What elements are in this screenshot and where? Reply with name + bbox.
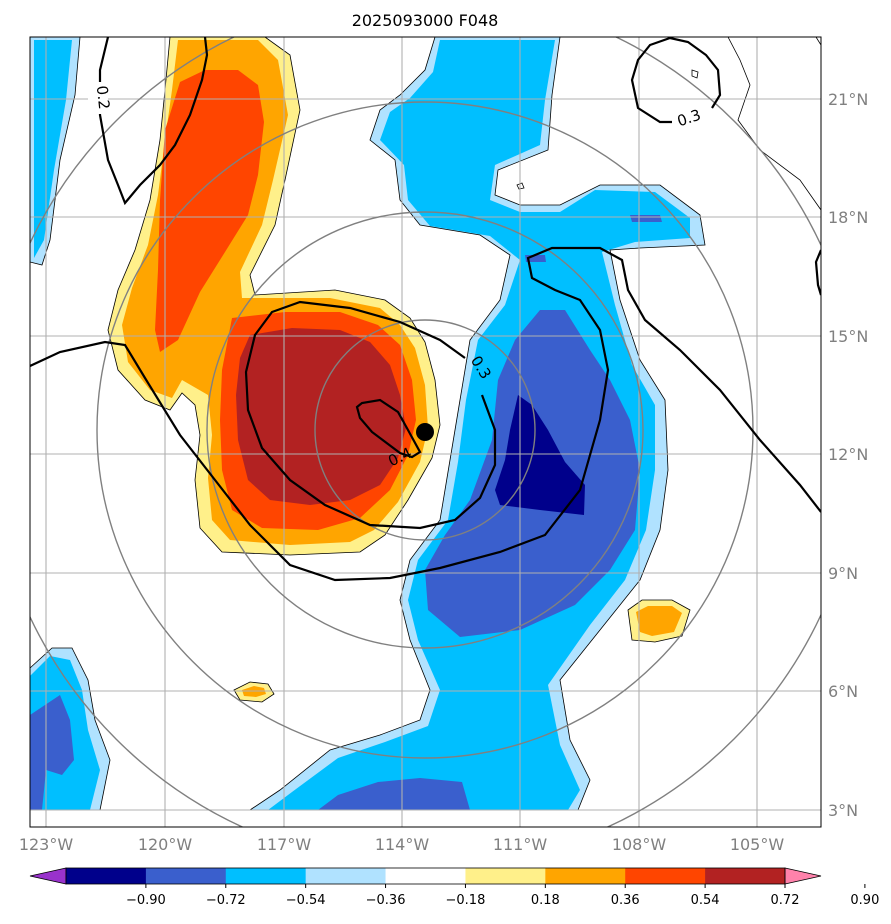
latitude-labels: 21°N 18°N 15°N 12°N 9°N 6°N 3°N [828,90,868,820]
colorbar-tick-label: −0.90 [126,893,166,908]
contour-labels: 0.2 0.3 0.3 0.4 [88,82,706,470]
lat-label: 12°N [828,445,868,464]
contour-0.3-northeast [630,37,722,124]
lon-label: 108°W [612,835,667,854]
colorbar-swatch [225,868,307,884]
contour-0.2-west [98,37,209,206]
lon-label: 120°W [138,835,193,854]
lon-label: 123°W [19,835,74,854]
lon-label: 111°W [493,835,548,854]
colorbar-extend-low [29,867,67,885]
lat-label: 21°N [828,90,868,109]
colorbar-tick-label: 0.72 [771,893,800,908]
bold-contours [30,37,821,582]
colorbar-swatch [705,868,786,884]
colorbar-tick-label: −0.36 [366,893,406,908]
colorbar-swatch [545,868,626,884]
lon-label: 114°W [375,835,430,854]
neg-strong-east [495,395,585,515]
colorbar-tick-label: 0.90 [850,893,879,908]
colorbar-tick-label: 0.36 [611,893,640,908]
map-frame [29,36,822,828]
contour-label-0.2: 0.2 [93,85,113,111]
negative-anomaly-core [30,40,690,810]
lon-label: 117°W [257,835,312,854]
contour-0.3-inner [244,300,497,530]
plot-title: 2025093000 F048 [352,11,499,30]
colorbar-frame [65,867,786,885]
colorbar-tick-label: 0.18 [531,893,560,908]
outline-contours [30,37,821,811]
graticule [30,37,821,827]
colorbar-swatch [145,868,227,884]
lat-label: 6°N [828,682,858,701]
storm-center-marker [416,423,434,441]
contour-0.4-core [355,398,422,459]
contour-0.3-outer [30,246,821,582]
colorbar-swatch [625,868,706,884]
map-area: 0.2 0.3 0.3 0.4 [30,37,821,827]
lat-label: 15°N [828,327,868,346]
lat-label: 9°N [828,564,858,583]
colorbar-swatch [305,868,387,884]
colorbar-tick-label: −0.18 [446,893,486,908]
colorbar-tick-label: −0.54 [286,893,326,908]
longitude-labels: 123°W 120°W 117°W 114°W 111°W 108°W 105°… [19,835,785,854]
pos-strong-core [236,328,406,505]
positive-anomaly-fill [108,37,690,702]
colorbar-tick-label: 0.54 [691,893,720,908]
lat-label: 3°N [828,801,858,820]
colorbar-swatch [385,868,466,884]
colorbar-tick-label: −0.72 [206,893,246,908]
colorbar-swatch [465,868,546,884]
lon-label: 105°W [730,835,785,854]
colorbar-extend-high [784,867,822,885]
lat-label: 18°N [828,208,868,227]
colorbar-swatch [66,868,147,884]
colorbar: −0.90 −0.72 −0.54 −0.36 −0.18 0.18 0.36 0.54 0.7… [29,867,879,908]
